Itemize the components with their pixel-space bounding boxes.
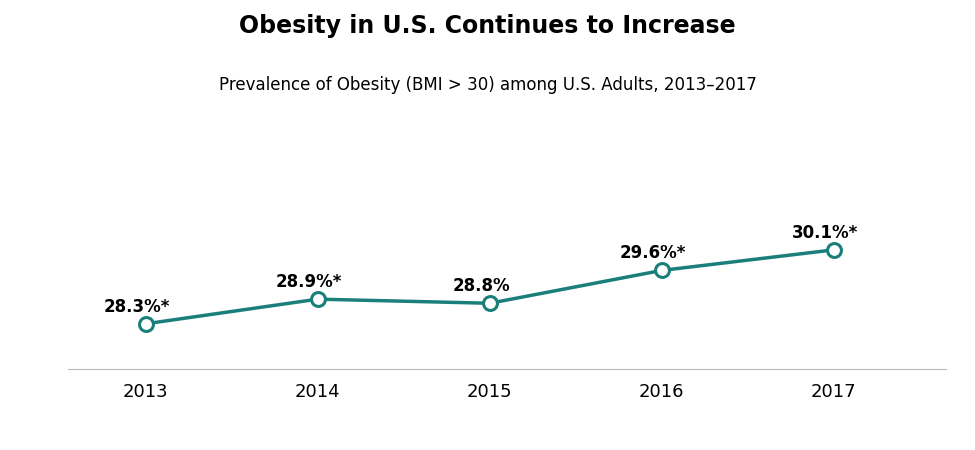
Text: 28.9%*: 28.9%* [276, 273, 342, 291]
Text: 30.1%*: 30.1%* [792, 224, 858, 242]
Text: Prevalence of Obesity (BMI > 30) among U.S. Adults, 2013–2017: Prevalence of Obesity (BMI > 30) among U… [218, 76, 757, 94]
Text: 28.8%: 28.8% [452, 277, 510, 295]
Text: 28.3%*: 28.3%* [104, 297, 171, 315]
Text: Obesity in U.S. Continues to Increase: Obesity in U.S. Continues to Increase [239, 14, 736, 37]
Text: 29.6%*: 29.6%* [620, 244, 686, 262]
